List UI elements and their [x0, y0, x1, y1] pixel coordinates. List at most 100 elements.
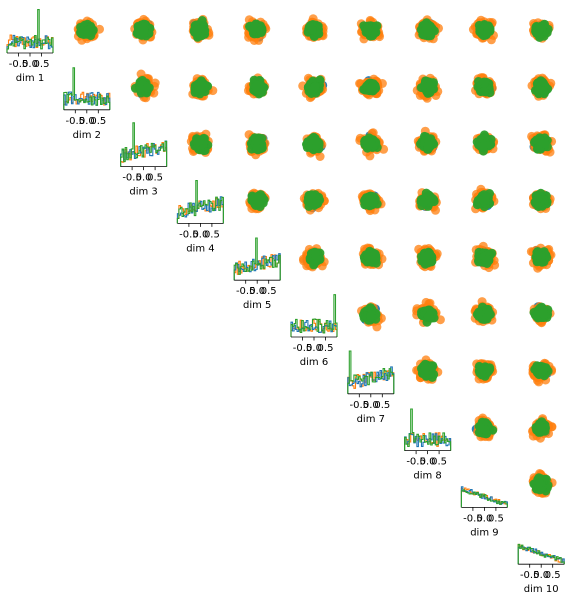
- dim-label: dim 5: [243, 300, 271, 311]
- scatter-point: [256, 26, 266, 36]
- scatter-point: [307, 190, 317, 200]
- scatter-point: [252, 143, 262, 153]
- scatter-point: [419, 198, 429, 208]
- scatter-panel-2-6: [298, 73, 328, 103]
- histogram-line: [6, 34, 54, 53]
- scatter-panel-4-5: [245, 188, 270, 214]
- scatter-point: [478, 146, 488, 156]
- scatter-panel-3-8: [413, 126, 441, 156]
- scatter-panel-2-9: [471, 73, 497, 99]
- scatter-point: [142, 83, 152, 93]
- scatter-point: [77, 26, 87, 36]
- scatter-panel-1-5: [243, 15, 271, 45]
- x-tick-label: -0.5: [236, 286, 256, 297]
- scatter-point: [531, 28, 541, 38]
- histogram-line: [120, 122, 168, 167]
- scatter-point: [257, 82, 267, 92]
- scatter-panel-2-3: [130, 69, 160, 103]
- scatter-panel-4-7: [357, 189, 386, 216]
- scatter-point: [251, 136, 261, 146]
- x-tick-label: 0.0: [249, 286, 265, 297]
- x-tick-label: 0.5: [90, 116, 106, 127]
- scatter-point: [474, 77, 483, 86]
- x-tick-label: -0.5: [122, 173, 142, 184]
- x-tick-label: 0.0: [22, 59, 38, 70]
- scatter-point: [193, 25, 203, 35]
- histogram-line: [6, 9, 54, 53]
- dim-label: dim 1: [16, 73, 44, 84]
- histogram-line: [176, 180, 224, 224]
- scatter-panel-1-9: [468, 15, 498, 45]
- scatter-panel-1-4: [188, 14, 214, 44]
- scatter-point: [195, 136, 205, 146]
- scatter-point: [372, 21, 382, 31]
- scatter-point: [365, 151, 375, 161]
- dim-label: dim 2: [73, 130, 101, 141]
- scatter-point: [531, 196, 541, 206]
- scatter-panel-4-6: [299, 188, 329, 215]
- scatter-panel-2-8: [412, 73, 443, 103]
- scatter-point: [364, 196, 374, 206]
- scatter-panel-1-10: [529, 18, 554, 43]
- scatter-point: [360, 136, 370, 146]
- scatter-panel-3-6: [302, 131, 327, 161]
- scatter-panel-2-7: [355, 74, 387, 100]
- scatter-point: [422, 24, 432, 34]
- scatter-panel-1-8: [414, 15, 443, 44]
- x-tick-label: 0.5: [261, 286, 277, 297]
- scatter-panel-1-6: [302, 14, 328, 42]
- scatter-panel-2-5: [244, 73, 270, 99]
- scatter-point: [479, 130, 489, 140]
- diag-panel-5: -0.50.00.5 dim 5: [233, 237, 281, 311]
- histogram-line: [233, 237, 281, 281]
- scatter-point: [197, 16, 207, 25]
- scatter-point: [479, 196, 489, 205]
- scatter-point: [368, 80, 378, 90]
- scatter-panel-3-7: [355, 128, 389, 161]
- x-tick-label: 0.5: [204, 229, 220, 240]
- scatter-panel-3-10: [527, 130, 557, 157]
- dim-label: dim 4: [186, 243, 214, 254]
- scatter-panel-4-10: [528, 188, 555, 214]
- scatter-panel-3-4: [186, 129, 213, 157]
- dim-label: dim 3: [129, 187, 157, 198]
- scatter-point: [247, 195, 257, 205]
- scatter-point: [253, 200, 263, 209]
- x-tick-label: 0.5: [147, 173, 163, 184]
- histogram-line: [176, 196, 224, 224]
- scatter-point: [139, 25, 149, 35]
- scatter-point: [363, 24, 372, 34]
- scatter-panel-3-5: [244, 130, 270, 160]
- scatter-panel-4-8: [415, 188, 441, 215]
- scatter-panel-1-3: [130, 14, 157, 45]
- scatter-point: [306, 89, 316, 98]
- x-tick-label: -0.5: [9, 59, 29, 70]
- x-tick-label: 0.0: [79, 116, 95, 127]
- x-tick-label: 0.0: [136, 173, 152, 184]
- scatter-panel-3-9: [472, 130, 499, 156]
- scatter-point: [312, 140, 322, 150]
- scatter-point: [536, 136, 546, 146]
- scatter-point: [479, 86, 489, 96]
- scatter-panel-4-9: [471, 184, 499, 214]
- diag-panel-3: -0.50.00.5 dim 3: [120, 122, 168, 198]
- x-tick-label: -0.5: [66, 116, 86, 127]
- scatter-point: [196, 79, 206, 89]
- scatter-panel-1-2: [73, 16, 104, 45]
- scatter-point: [304, 201, 314, 211]
- scatter-panel-1-7: [356, 15, 384, 44]
- x-tick-label: 0.0: [192, 229, 208, 240]
- diag-panel-2: -0.50.00.5 dim 2: [63, 67, 111, 141]
- scatter-panel-5-6: [299, 244, 329, 272]
- scatter-point: [307, 25, 317, 35]
- scatter-point: [422, 134, 431, 144]
- scatter-panel-2-4: [188, 74, 218, 101]
- scatter-point: [248, 25, 258, 35]
- scatter-point: [310, 81, 320, 91]
- scatter-point: [423, 144, 433, 154]
- histogram-line: [63, 67, 111, 110]
- scatter-point: [426, 85, 435, 95]
